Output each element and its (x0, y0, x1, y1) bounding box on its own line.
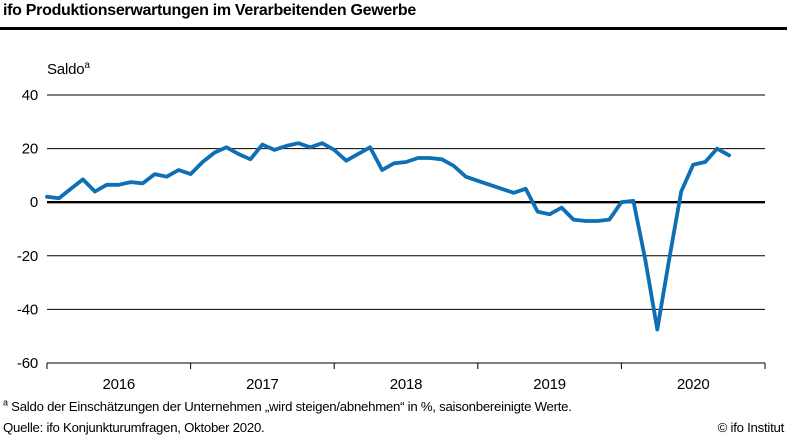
y-axis-unit-text: Saldo (47, 61, 85, 78)
x-tick-label: 2016 (103, 376, 136, 393)
y-tick-label: 40 (22, 87, 38, 104)
source-row: Quelle: ifo Konjunkturumfragen, Oktober … (3, 420, 784, 435)
expectations-line (45, 141, 731, 332)
footnote-text: Saldo der Einschätzungen der Unternehmen… (7, 399, 572, 414)
x-tick-label: 2019 (533, 376, 566, 393)
footnote-marker: a (3, 397, 8, 408)
footnote: a Saldo der Einschätzungen der Unternehm… (3, 397, 572, 414)
y-axis-unit-label: Saldoa (47, 60, 90, 79)
y-tick-label: 0 (30, 194, 38, 211)
y-axis-unit-footnote-marker: a (84, 60, 90, 71)
x-tick-label: 2018 (390, 376, 423, 393)
y-tick-label: -60 (17, 355, 38, 372)
y-tick-label: 20 (22, 141, 38, 158)
y-tick-label: -40 (17, 301, 38, 318)
chart-title: ifo Produktionserwartungen im Verarbeite… (3, 2, 416, 19)
title-rule (0, 27, 787, 30)
copyright-text: © ifo Institut (717, 420, 785, 435)
y-tick-label: -20 (17, 248, 38, 265)
x-tick-label: 2017 (246, 376, 279, 393)
source-text: Quelle: ifo Konjunkturumfragen, Oktober … (3, 420, 265, 435)
x-tick-label: 2020 (677, 376, 710, 393)
